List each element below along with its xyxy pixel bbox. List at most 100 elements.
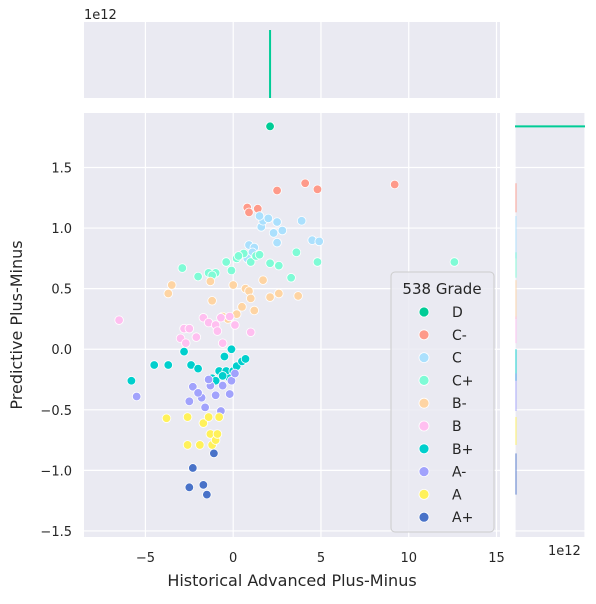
data-point-bminus — [293, 291, 303, 301]
legend-marker — [418, 352, 430, 364]
x-tick-label: −5 — [136, 551, 155, 566]
legend-label: B — [452, 419, 462, 435]
x-tick-label: 5 — [317, 551, 325, 566]
x-tick-labels: −5 0 5 10 15 — [136, 551, 505, 566]
data-point-aminus — [230, 368, 240, 379]
data-point-b — [184, 323, 195, 334]
y-tick-label: 0.0 — [51, 343, 72, 358]
data-point-aminus — [217, 380, 228, 391]
y-tick-label: −1.5 — [40, 525, 72, 540]
data-point-aminus — [193, 388, 203, 398]
data-point-a — [212, 429, 223, 439]
data-point-cplus — [286, 273, 296, 283]
data-point-c — [296, 216, 307, 226]
data-point-b — [224, 311, 235, 322]
x-tick-label: 15 — [488, 551, 505, 566]
data-point-c — [314, 236, 324, 247]
data-point-cplus — [274, 260, 284, 271]
y-tick-label: 1.0 — [51, 222, 72, 237]
data-point-d — [265, 121, 275, 132]
data-point-a — [182, 440, 193, 450]
data-point-a — [195, 440, 205, 450]
y-tick-label: 0.5 — [51, 283, 72, 298]
data-point-cplus — [312, 257, 323, 267]
data-point-c — [272, 237, 282, 248]
legend-label: A — [452, 487, 462, 503]
data-point-bplus — [126, 376, 137, 386]
legend-label: A+ — [452, 510, 473, 526]
top-marginal-panel — [84, 22, 500, 98]
data-point-bminus — [246, 293, 256, 304]
data-point-aminus — [184, 396, 195, 407]
data-point-cplus — [221, 257, 231, 267]
data-point-aminus — [200, 402, 210, 413]
data-point-bminus — [274, 288, 284, 299]
data-point-cplus — [233, 251, 244, 261]
legend-items: D C- C C+ B- B B+ A- A A+ — [418, 305, 474, 526]
data-point-cplus — [449, 257, 460, 267]
data-point-aplus — [209, 448, 219, 459]
data-point-b — [246, 327, 256, 337]
scatter-points — [114, 121, 460, 500]
top-marginal-grid — [144, 22, 498, 98]
right-offset-label: 1e12 — [548, 544, 581, 559]
data-point-b — [230, 320, 240, 330]
data-point-aplus — [198, 480, 209, 490]
top-offset-label: 1e12 — [84, 8, 117, 23]
data-point-bplus — [226, 344, 237, 354]
legend-label: D — [452, 305, 463, 321]
legend-label: C- — [452, 328, 467, 344]
data-point-bminus — [265, 292, 275, 302]
data-point-bplus — [163, 360, 173, 370]
data-point-cplus — [254, 250, 265, 260]
data-point-a — [203, 412, 214, 422]
y-tick-labels: −1.5 −1.0 −0.5 0.0 0.5 1.0 1.5 — [40, 162, 72, 540]
y-tick-label: −0.5 — [40, 404, 72, 419]
data-point-bplus — [179, 346, 189, 357]
data-point-bplus — [217, 371, 228, 381]
data-point-a — [214, 412, 224, 422]
data-point-b — [217, 338, 228, 348]
x-tick-label: 10 — [400, 551, 417, 566]
data-point-aminus — [203, 374, 214, 385]
data-point-aminus — [188, 382, 198, 392]
legend-label: B- — [452, 396, 467, 412]
data-point-c — [263, 213, 274, 224]
legend: 538 Grade D C- C C+ B- B B+ A- A A+ — [390, 271, 495, 533]
legend-marker — [418, 466, 430, 478]
data-point-c — [254, 211, 265, 221]
legend-marker — [418, 329, 430, 341]
legend-marker — [418, 511, 430, 523]
right-marginal-marks — [515, 125, 585, 495]
data-point-cminus — [272, 185, 282, 196]
data-point-b — [181, 338, 191, 348]
legend-label: B+ — [452, 442, 473, 458]
right-marginal-grid — [514, 113, 586, 537]
data-point-a — [182, 412, 193, 422]
right-marginal-panel — [515, 113, 585, 537]
data-point-a — [161, 413, 172, 423]
data-point-cminus — [312, 184, 323, 195]
data-point-cminus — [244, 207, 254, 218]
legend-box — [390, 271, 495, 533]
data-point-c — [277, 225, 288, 236]
data-point-aminus — [210, 390, 221, 400]
data-point-aminus — [131, 391, 142, 402]
x-axis-label: Historical Advanced Plus-Minus — [167, 571, 416, 590]
legend-marker — [418, 374, 430, 386]
data-point-cminus — [389, 179, 400, 190]
data-point-bminus — [237, 302, 247, 312]
data-point-bminus — [249, 305, 259, 316]
data-point-c — [268, 228, 279, 238]
data-point-cplus — [193, 271, 203, 282]
legend-label: C+ — [452, 373, 474, 389]
legend-marker — [418, 397, 430, 409]
data-point-cplus — [246, 257, 256, 267]
data-point-b — [212, 326, 223, 336]
data-point-bminus — [163, 288, 173, 299]
y-tick-label: 1.5 — [51, 162, 72, 177]
data-point-cplus — [177, 263, 187, 273]
data-point-cplus — [265, 258, 275, 268]
